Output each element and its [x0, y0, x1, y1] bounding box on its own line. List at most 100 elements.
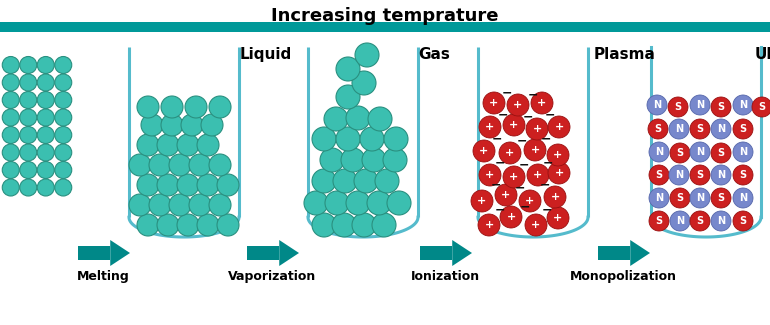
Text: −: −	[502, 86, 512, 99]
Polygon shape	[630, 240, 650, 266]
Circle shape	[670, 211, 690, 231]
Circle shape	[336, 127, 360, 151]
Circle shape	[312, 169, 336, 193]
Circle shape	[37, 162, 54, 178]
Text: N: N	[717, 216, 725, 226]
Text: Ultrah: Ultrah	[755, 47, 770, 62]
Circle shape	[346, 191, 370, 215]
Circle shape	[217, 214, 239, 236]
Circle shape	[711, 143, 731, 163]
Circle shape	[368, 107, 392, 131]
Circle shape	[524, 139, 546, 161]
Circle shape	[733, 165, 753, 185]
Circle shape	[197, 214, 219, 236]
Circle shape	[181, 114, 203, 136]
Circle shape	[648, 119, 668, 139]
Circle shape	[324, 107, 348, 131]
Text: Vaporization: Vaporization	[228, 270, 316, 283]
Text: +: +	[484, 220, 494, 230]
Text: Liquid: Liquid	[240, 47, 293, 62]
Text: Melting: Melting	[77, 270, 129, 283]
Circle shape	[325, 191, 349, 215]
Circle shape	[55, 179, 72, 196]
Circle shape	[544, 186, 566, 208]
Text: Gas: Gas	[418, 47, 450, 62]
Text: −: −	[497, 109, 508, 122]
Circle shape	[129, 194, 151, 216]
Circle shape	[647, 95, 667, 115]
Text: S: S	[696, 124, 704, 134]
Circle shape	[37, 179, 54, 196]
Circle shape	[129, 154, 151, 176]
Text: +: +	[534, 170, 543, 180]
Circle shape	[367, 191, 391, 215]
Circle shape	[55, 162, 72, 178]
Circle shape	[690, 142, 710, 162]
Circle shape	[197, 134, 219, 156]
Circle shape	[355, 43, 379, 67]
Circle shape	[20, 92, 37, 109]
Circle shape	[352, 213, 376, 237]
Text: S: S	[676, 148, 684, 158]
Circle shape	[507, 94, 529, 116]
Circle shape	[495, 184, 517, 206]
Text: N: N	[655, 147, 663, 157]
Circle shape	[387, 191, 411, 215]
Text: N: N	[653, 100, 661, 110]
Circle shape	[37, 74, 54, 91]
Circle shape	[372, 213, 396, 237]
Circle shape	[189, 194, 211, 216]
Text: +: +	[485, 122, 494, 132]
Text: +: +	[510, 120, 519, 130]
Text: −: −	[523, 111, 534, 124]
Circle shape	[333, 169, 357, 193]
Circle shape	[352, 71, 376, 95]
Circle shape	[2, 92, 19, 109]
Text: −: −	[542, 203, 552, 216]
Text: +: +	[480, 146, 489, 156]
Circle shape	[670, 143, 690, 163]
Circle shape	[346, 106, 370, 130]
Circle shape	[341, 148, 365, 172]
Text: −: −	[544, 109, 555, 122]
Text: S: S	[675, 102, 681, 112]
Circle shape	[2, 162, 19, 178]
Text: +: +	[501, 190, 511, 200]
Polygon shape	[280, 240, 299, 266]
Text: −: −	[495, 157, 505, 170]
Text: N: N	[655, 193, 663, 203]
Circle shape	[55, 126, 72, 144]
Circle shape	[733, 119, 753, 139]
Circle shape	[209, 154, 231, 176]
Circle shape	[649, 211, 669, 231]
Circle shape	[733, 95, 753, 115]
Circle shape	[37, 92, 54, 109]
Text: +: +	[531, 145, 540, 155]
Circle shape	[55, 144, 72, 161]
Text: S: S	[718, 193, 725, 203]
Circle shape	[304, 191, 328, 215]
Text: S: S	[739, 216, 747, 226]
Text: +: +	[525, 196, 534, 206]
Circle shape	[37, 144, 54, 161]
Text: N: N	[696, 193, 704, 203]
Text: −: −	[515, 181, 525, 194]
Circle shape	[149, 154, 171, 176]
Circle shape	[547, 144, 569, 166]
Circle shape	[711, 119, 731, 139]
Text: S: S	[655, 170, 662, 180]
Text: S: S	[718, 148, 725, 158]
Circle shape	[20, 162, 37, 178]
Circle shape	[711, 97, 731, 117]
Text: N: N	[717, 124, 725, 134]
Circle shape	[360, 127, 384, 151]
Circle shape	[20, 57, 37, 73]
Circle shape	[478, 214, 500, 236]
Text: N: N	[675, 124, 683, 134]
Text: +: +	[554, 122, 564, 132]
Circle shape	[209, 194, 231, 216]
Circle shape	[177, 214, 199, 236]
Polygon shape	[452, 240, 472, 266]
Circle shape	[149, 194, 171, 216]
Circle shape	[209, 96, 231, 118]
